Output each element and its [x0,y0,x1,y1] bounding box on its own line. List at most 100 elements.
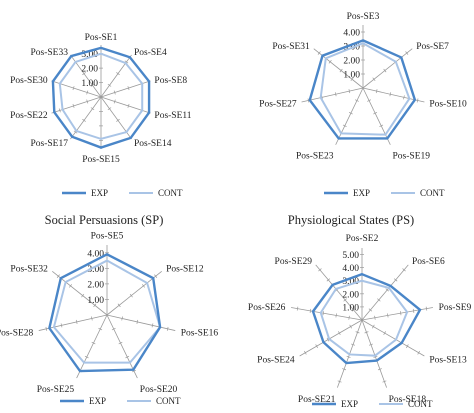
chart-title: Social Persuasions (SP) [45,213,164,227]
axis-tick-mark [373,112,378,115]
legend-label-exp: EXP [89,396,106,406]
axis-label: Pos-SE5 [91,231,124,241]
axis-tick-mark [338,331,341,335]
radial-axis [76,314,108,379]
axis-tick-mark [375,89,378,94]
radial-axis [361,307,433,321]
radial-axis [70,96,102,140]
axis-tick-mark [151,323,154,328]
axis-label: Pos-SE21 [298,395,336,405]
radial-axis [301,87,364,103]
axis-label: Pos-SE33 [31,48,69,58]
radial-axis [106,314,138,379]
axis-label: Pos-SE30 [10,76,48,86]
axis-tick-mark [111,327,116,331]
tick-label: 5.00 [342,251,359,261]
axis-tick-mark [315,344,318,349]
axis-label: Pos-SE10 [429,100,467,110]
axis-tick-mark [328,60,332,64]
radar-panel-2: 1.002.003.004.00Pos-SE3Pos-SE7Pos-SE10Po… [259,12,467,198]
axis-tick-mark [56,274,60,278]
axis-label: Pos-SE18 [389,395,427,405]
axis-tick-mark [309,308,312,313]
legend-label-exp: EXP [91,188,108,198]
tick-label: 4.00 [87,249,104,259]
radar-panel-1: 1.00 2.00 3.00 Pos-SE1 Pos-SE4 Pos-SE8 Pos-SE1… [10,33,192,198]
axis-tick-mark [73,130,78,134]
axis-tick-mark [342,124,347,128]
axis-label: Pos-SE29 [275,257,313,267]
axis-tick-mark [417,350,420,355]
axis-label: Pos-SE14 [134,139,172,149]
axis-tick-mark [129,293,133,298]
radial-axis [362,87,391,145]
radial-axis [361,319,425,357]
axis-tick-mark [82,72,86,76]
radar-panel-3: Social Persuasions (SP) 1.00 2.00 3.00 4.00… [0,213,218,406]
axis-tick-mark [364,331,369,334]
axis-label: Pos-SE17 [31,139,69,149]
axis-tick-mark [60,323,63,328]
axis-tick-mark [389,92,392,97]
axis-label: Pos-SE23 [296,151,334,161]
axis-tick-mark [373,355,378,358]
series-cont-line [319,42,411,136]
axis-tick-mark [318,268,322,272]
axis-tick-mark [374,315,376,320]
legend-label-cont: CONT [408,399,433,409]
axis-tick-mark [141,284,146,288]
axis-tick-mark [402,268,406,272]
radial-axis [313,48,364,89]
axis-tick-mark [124,60,129,64]
axis-tick-mark [354,99,359,102]
tick-label: 2.00 [342,290,359,300]
axis-tick-mark [91,316,93,321]
axis-tick-mark [75,319,78,324]
axis-tick-mark [117,303,121,308]
axis-tick-mark [127,103,130,108]
series-cont-line [319,279,409,357]
axis-tick-mark [387,313,389,318]
axis-tick-mark [368,308,373,312]
axis-tick-mark [86,99,89,104]
axis-tick-mark [403,95,405,100]
axis-tick-mark [107,83,112,87]
axis-tick-mark [98,327,103,331]
axis-tick-mark [82,118,86,122]
axis-label: Pos-SE8 [154,76,187,86]
radial-axis [100,54,132,98]
axis-label: Pos-SE6 [412,257,445,267]
axis-label: Pos-SE15 [82,155,120,165]
axis-tick-mark [377,298,381,302]
axis-tick-mark [351,343,356,346]
axis-label: Pos-SE1 [85,33,118,43]
tick-label: 2.00 [87,280,104,290]
axis-tick-mark [107,107,112,111]
axis-tick-mark [339,68,343,73]
axis-tick-mark [342,368,347,371]
axis-tick-mark [322,311,325,316]
axis-tick-mark [72,86,75,91]
axis-tick-mark [335,313,337,318]
axis-label: Pos-SE11 [154,111,191,121]
axis-tick-mark [326,278,331,282]
axis-tick-mark [307,98,310,103]
axis-tick-mark [350,77,354,82]
radial-axis [361,319,388,388]
radar-panel-4: Physiological States (PS) 1.00 2.00 3.00 4.… [248,213,472,409]
axis-tick-mark [399,311,402,316]
axis-tick-mark [349,324,352,329]
axis-tick-mark [405,51,409,55]
axis-label: Pos-SE2 [346,234,379,244]
axis-label: Pos-SE22 [10,111,48,121]
legend-label-exp: EXP [353,188,370,198]
axis-tick-mark [81,293,85,298]
axis-label: Pos-SE3 [347,12,380,22]
series-exp-line [311,272,422,365]
radial-axis [362,48,413,89]
axis-tick-mark [296,306,299,311]
axis-tick-mark [304,350,307,355]
radial-axis [106,314,176,331]
axis-label: Pos-SE25 [37,385,75,395]
axis-label: Pos-SE31 [272,42,310,52]
